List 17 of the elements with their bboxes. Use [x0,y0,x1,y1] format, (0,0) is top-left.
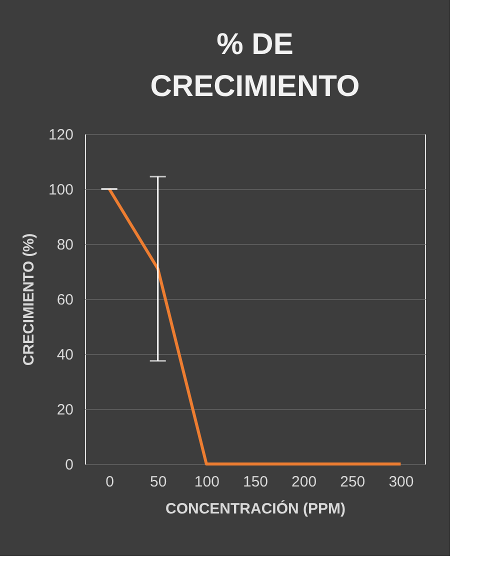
x-tick-label: 200 [292,474,317,490]
x-tick-label: 150 [242,474,268,490]
x-tick-label: 0 [106,474,114,490]
y-tick-label: 120 [48,126,74,144]
y-axis-title: CRECIMIENTO (%) [20,233,38,366]
x-tick-label: 250 [340,474,366,490]
y-tick-label: 40 [56,346,74,364]
x-tick-label: 100 [194,474,220,490]
y-tick-label: 60 [56,292,74,308]
y-tick-label: 80 [56,236,74,254]
x-axis-title: CONCENTRACIÓN (PPM) [166,500,346,518]
x-tick-label: 300 [388,474,414,490]
y-tick-label: 20 [56,402,74,418]
x-tick-label: 50 [150,474,167,490]
y-tick-label: 0 [65,456,74,474]
chart-title: % DE CRECIMIENTO [150,28,360,103]
y-tick-label: 100 [48,182,74,198]
